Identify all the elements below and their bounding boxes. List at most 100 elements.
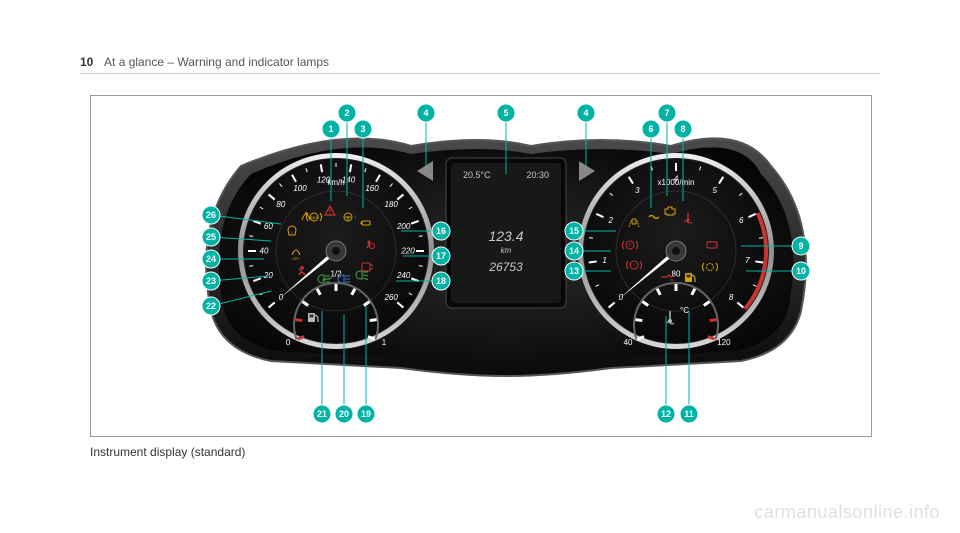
svg-text:1/2: 1/2 (330, 270, 342, 279)
svg-text:240: 240 (396, 271, 411, 280)
svg-text:!: ! (291, 230, 292, 235)
svg-text:24: 24 (206, 254, 216, 264)
svg-text:200: 200 (396, 222, 411, 231)
svg-text:8: 8 (680, 124, 685, 134)
speedometer-gauge: 020406080100120140160180200220240260km/h… (238, 153, 434, 349)
callout-21: 21 (313, 405, 331, 423)
callout-6: 6 (642, 120, 660, 138)
svg-text:0: 0 (279, 293, 284, 302)
svg-text:7: 7 (745, 256, 750, 265)
svg-text:26: 26 (206, 210, 216, 220)
clock: 20:30 (526, 170, 549, 180)
svg-text:20: 20 (263, 271, 273, 280)
figure-caption: Instrument display (standard) (90, 445, 245, 459)
callout-8: 8 (674, 120, 692, 138)
svg-text:8: 8 (729, 293, 734, 302)
page-title: At a glance – Warning and indicator lamp… (104, 55, 329, 69)
svg-text:OFF: OFF (293, 257, 300, 261)
svg-text:km/h: km/h (327, 178, 344, 187)
svg-text:180: 180 (384, 200, 398, 209)
svg-text:5: 5 (712, 186, 717, 195)
callout-7: 7 (658, 104, 676, 122)
svg-text:1: 1 (602, 256, 606, 265)
svg-text:19: 19 (361, 409, 371, 419)
svg-text:6: 6 (739, 216, 744, 225)
svg-text:120: 120 (717, 338, 731, 347)
svg-text:25: 25 (206, 232, 216, 242)
watermark: carmanualsonline.info (754, 502, 940, 523)
callout-2: 2 (338, 104, 356, 122)
svg-text:12: 12 (661, 409, 671, 419)
svg-text:80: 80 (672, 270, 681, 279)
callout-20: 20 (335, 405, 353, 423)
svg-text:!: ! (355, 215, 356, 220)
callout-19: 19 (357, 405, 375, 423)
central-display: 20.5°C 20:30 123.4 km 26753 (446, 158, 566, 308)
callout-18: 18 (432, 272, 450, 290)
callout-24: 24 (202, 250, 220, 268)
svg-text:20: 20 (339, 409, 349, 419)
svg-text:9: 9 (798, 241, 803, 251)
page-number: 10 (80, 55, 93, 69)
svg-text:1: 1 (328, 124, 333, 134)
svg-text:40: 40 (260, 247, 269, 256)
page-header: 10 At a glance – Warning and indicator l… (80, 55, 880, 74)
svg-text:260: 260 (383, 293, 398, 302)
svg-text:100: 100 (293, 184, 307, 193)
callout-13: 13 (565, 262, 583, 280)
callout-5: 5 (497, 104, 515, 122)
svg-text:15: 15 (569, 226, 579, 236)
callout-4: 4 (417, 104, 435, 122)
svg-text:220: 220 (400, 247, 415, 256)
svg-text:17: 17 (436, 251, 446, 261)
callout-12: 12 (657, 405, 675, 423)
svg-text:!: ! (633, 263, 634, 269)
callout-9: 9 (792, 237, 810, 255)
svg-text:21: 21 (317, 409, 327, 419)
callout-16: 16 (432, 222, 450, 240)
figure-frame: 20.5°C 20:30 123.4 km 26753 020406080100… (90, 95, 872, 437)
svg-text:ABS: ABS (310, 215, 318, 220)
svg-text:7: 7 (664, 108, 669, 118)
svg-text:14: 14 (569, 246, 579, 256)
callout-4: 4 (577, 104, 595, 122)
svg-text:3: 3 (635, 186, 640, 195)
svg-text:10: 10 (796, 266, 806, 276)
instrument-cluster-diagram: 20.5°C 20:30 123.4 km 26753 020406080100… (91, 96, 871, 436)
callout-26: 26 (202, 206, 220, 224)
callout-14: 14 (565, 242, 583, 260)
callout-15: 15 (565, 222, 583, 240)
callout-17: 17 (432, 247, 450, 265)
odo-value: 26753 (488, 260, 523, 274)
svg-text:3: 3 (360, 124, 365, 134)
callout-22: 22 (202, 297, 220, 315)
svg-text:0: 0 (619, 293, 624, 302)
callout-1: 1 (322, 120, 340, 138)
svg-text:1: 1 (382, 338, 387, 347)
svg-text:6: 6 (648, 124, 653, 134)
svg-text:2: 2 (608, 216, 614, 225)
svg-text:13: 13 (569, 266, 579, 276)
outside-temp: 20.5°C (463, 170, 491, 180)
svg-text:16: 16 (436, 226, 446, 236)
svg-text:22: 22 (206, 301, 216, 311)
trip-unit: km (501, 246, 512, 255)
svg-text:23: 23 (206, 276, 216, 286)
svg-text:40: 40 (624, 338, 633, 347)
svg-text:4: 4 (423, 108, 428, 118)
svg-text:5: 5 (503, 108, 508, 118)
svg-text:2: 2 (344, 108, 349, 118)
svg-text:0: 0 (286, 338, 291, 347)
svg-text:4: 4 (583, 108, 588, 118)
svg-text:x1000/min: x1000/min (658, 178, 695, 187)
callout-25: 25 (202, 228, 220, 246)
svg-text:80: 80 (276, 200, 285, 209)
callout-11: 11 (680, 405, 698, 423)
callout-3: 3 (354, 120, 372, 138)
callout-10: 10 (792, 262, 810, 280)
svg-text:11: 11 (684, 409, 694, 419)
svg-text:°C: °C (680, 306, 689, 315)
trip-value: 123.4 (488, 228, 523, 244)
svg-text:160: 160 (365, 184, 379, 193)
callout-23: 23 (202, 272, 220, 290)
